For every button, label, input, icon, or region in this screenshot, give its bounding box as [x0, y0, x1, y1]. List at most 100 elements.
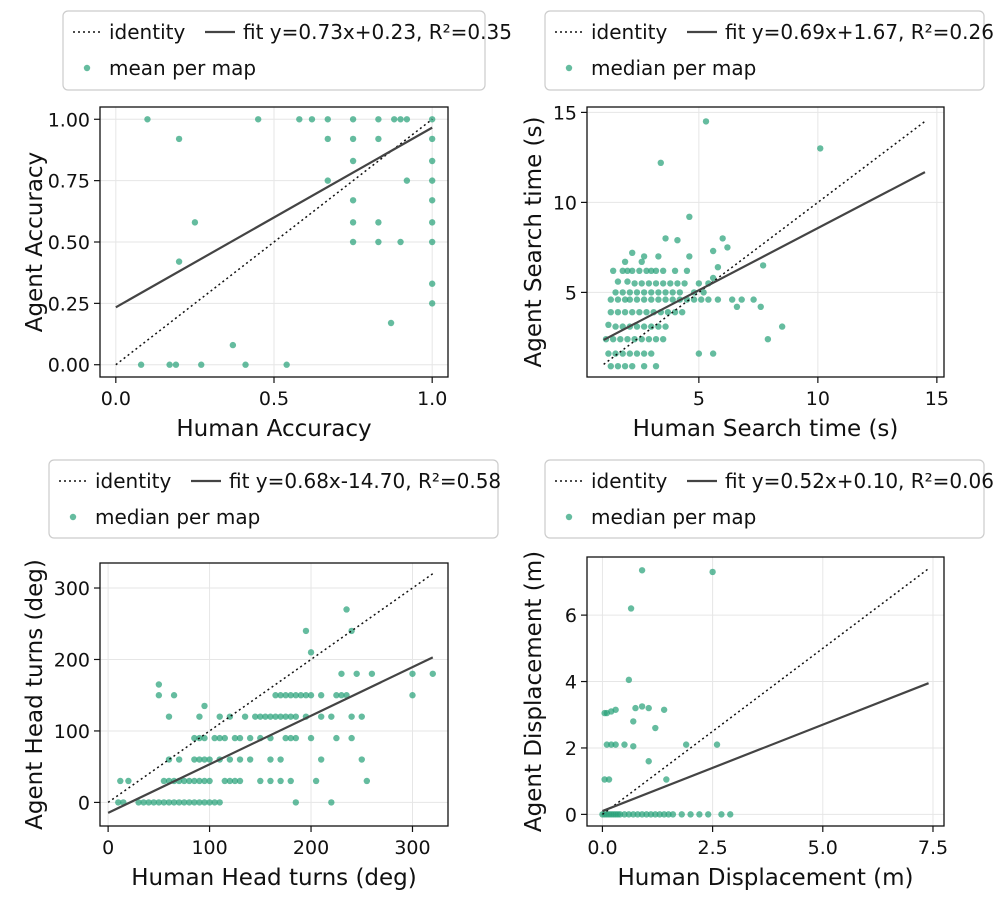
data-point: [652, 811, 659, 818]
data-point: [375, 219, 382, 226]
data-point: [664, 309, 672, 316]
data-point: [307, 734, 315, 742]
data-point: [714, 264, 722, 271]
data-point: [117, 777, 124, 785]
data-point: [317, 692, 325, 699]
data-point: [317, 713, 325, 720]
y-axis-label: Agent Search time (s): [521, 117, 547, 368]
data-point: [671, 267, 679, 274]
data-point: [640, 363, 648, 370]
data-point: [140, 799, 147, 806]
data-point: [612, 706, 619, 713]
data-point: [349, 219, 357, 226]
legend-fit-label: fit y=0.73x+0.23, R²=0.35: [243, 20, 512, 44]
data-point: [709, 247, 717, 255]
fit-line: [603, 171, 926, 341]
x-tick-label: 2.5: [698, 837, 728, 859]
data-point: [671, 309, 679, 316]
data-point: [652, 336, 660, 343]
data-point: [638, 811, 646, 818]
data-point: [719, 235, 726, 242]
data-point: [242, 361, 249, 368]
data-point: [328, 713, 335, 720]
data-point: [633, 350, 641, 357]
data-point: [603, 741, 611, 748]
data-point: [698, 296, 705, 303]
data-point: [616, 811, 624, 818]
data-point: [428, 197, 436, 204]
data-point: [196, 713, 203, 720]
data-point: [211, 734, 218, 742]
data-point: [633, 289, 641, 296]
data-point: [358, 713, 365, 720]
data-point: [349, 197, 357, 204]
data-point: [764, 336, 772, 343]
data-point: [196, 756, 203, 763]
data-point: [375, 135, 382, 143]
data-point: [655, 253, 662, 260]
data-point: [759, 262, 767, 269]
y-tick-label: 2: [565, 738, 577, 760]
data-point: [629, 249, 636, 256]
identity-line: [601, 568, 930, 815]
data-point: [287, 713, 294, 720]
data-point: [695, 280, 703, 287]
y-tick-label: 0.25: [48, 293, 90, 315]
data-point: [236, 777, 244, 785]
data-point: [428, 135, 436, 143]
data-point: [645, 704, 652, 712]
data-point: [196, 777, 203, 785]
data-point: [696, 811, 703, 818]
data-point: [292, 799, 300, 806]
data-point: [221, 777, 228, 785]
x-tick-label: 0: [102, 837, 114, 859]
data-point: [272, 713, 279, 720]
data-point: [282, 713, 289, 720]
data-point: [252, 713, 259, 720]
plot-frame: [586, 556, 945, 827]
data-point: [328, 799, 335, 806]
identity-line: [107, 573, 434, 804]
data-point: [216, 734, 223, 742]
data-point: [166, 361, 173, 368]
x-tick-label: 100: [191, 837, 227, 859]
data-point: [709, 350, 717, 357]
data-point: [226, 756, 234, 763]
y-tick-label: 1.00: [48, 109, 90, 131]
x-axis-label: Human Search time (s): [633, 416, 899, 442]
data-point: [652, 363, 660, 370]
data-point: [667, 280, 674, 287]
data-point: [348, 713, 355, 720]
data-point: [724, 244, 731, 251]
data-point: [727, 811, 734, 818]
data-point: [324, 135, 331, 143]
y-tick-label: 0.00: [48, 355, 90, 377]
data-point: [206, 756, 213, 763]
data-point: [287, 777, 294, 785]
data-point: [236, 756, 244, 763]
data-point: [656, 811, 663, 818]
data-point: [297, 692, 305, 699]
data-point: [778, 323, 786, 330]
legend-points-label: mean per map: [109, 56, 256, 80]
data-point: [636, 309, 643, 316]
y-tick-label: 15: [553, 102, 577, 124]
chart-panel-3: 0 100 200 300 0 100 200 300 Human Head turns (de…: [22, 459, 501, 891]
data-point: [397, 238, 404, 246]
data-point: [137, 361, 145, 368]
data-point: [115, 799, 122, 806]
data-point: [624, 278, 631, 285]
data-point: [181, 777, 188, 785]
data-point: [614, 296, 622, 303]
data-point: [302, 692, 310, 699]
data-point: [428, 300, 436, 307]
data-point: [387, 319, 395, 327]
data-point: [246, 734, 254, 742]
x-tick-label: 0.5: [259, 388, 289, 410]
data-point: [206, 799, 213, 806]
data-point: [614, 363, 622, 370]
data-point: [638, 258, 645, 265]
data-point: [307, 692, 315, 699]
data-point: [358, 756, 365, 763]
